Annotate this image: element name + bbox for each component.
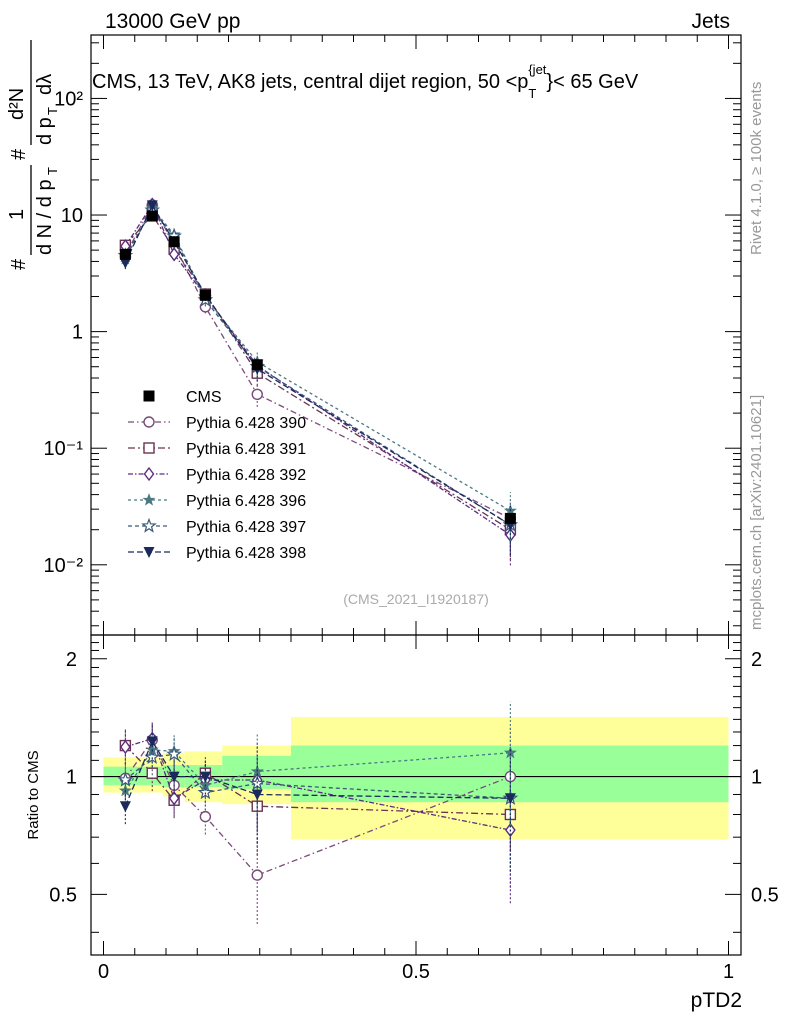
y-label-dpt-sub: T xyxy=(45,107,60,115)
y-label-dn-dpt-sub: T xyxy=(45,167,60,175)
point-pythia-6-428-392 xyxy=(168,247,180,262)
series-line-pythia-6-428-398 xyxy=(124,204,511,526)
ratio-y-tick-label-right: 1 xyxy=(751,767,762,789)
legend-label-pythia-6-428-391: Pythia 6.428 391 xyxy=(186,441,306,458)
ratio-point-pythia-6-428-397 xyxy=(166,746,182,762)
ratio-y-tick-label: 0.5 xyxy=(49,884,77,906)
ratio-line-pythia-6-428-398 xyxy=(124,739,511,807)
legend-label-pythia-6-428-390: Pythia 6.428 390 xyxy=(186,415,306,432)
ratio-point-pythia-6-428-392 xyxy=(120,739,131,755)
legend-marker-pythia-6-428-390 xyxy=(143,416,155,428)
legend-label-pythia-6-428-392: Pythia 6.428 392 xyxy=(186,467,306,484)
chart-title-text: CMS, 13 TeV, AK8 jets, central dijet reg… xyxy=(92,62,639,101)
y-label-dn-dpt: d N / d p xyxy=(34,179,56,255)
ratio-point-pythia-6-428-390 xyxy=(199,810,212,823)
y-label-dpt-dlambda: d p xyxy=(34,117,56,145)
point-pythia-6-428-390 xyxy=(251,388,263,400)
point-pythia-6-428-398 xyxy=(146,200,158,212)
side-text-bottom: mcplots.cern.ch [arXiv:2401.10621] xyxy=(748,395,765,630)
ratio-point-pythia-6-428-398 xyxy=(199,771,211,783)
series-line-pythia-6-428-390 xyxy=(124,203,511,519)
point-pythia-6-428-398 xyxy=(119,257,131,269)
series-line-pythia-6-428-392 xyxy=(124,203,511,536)
legend-marker-pythia-6-428-398 xyxy=(143,547,155,558)
cms-point xyxy=(119,248,131,260)
side-text-top: Rivet 4.1.0, ≥ 100k events xyxy=(748,82,765,255)
axes: 0 0.5 1 10⁻² 10⁻¹ 1 10 10² 0.5 0.5 1 1 2 2 xyxy=(44,34,779,983)
ratio-line-pythia-6-428-397 xyxy=(124,753,511,799)
y-tick-label: 1 xyxy=(72,322,83,344)
ratio-point-pythia-6-428-397 xyxy=(144,749,161,765)
chart-title: CMS, 13 TeV, AK8 jets, central dijet reg… xyxy=(92,62,639,101)
y-tick-label: 10⁻² xyxy=(44,555,84,577)
x-tick-label: 0 xyxy=(98,961,109,983)
legend-marker-pythia-6-428-397 xyxy=(141,517,157,533)
ratio-y-tick-label-right: 2 xyxy=(751,649,762,671)
cms-point xyxy=(251,359,263,371)
legend-marker-pythia-6-428-391 xyxy=(143,442,155,454)
ratio-y-axis-label: Ratio to CMS xyxy=(25,750,42,839)
cms-point xyxy=(146,210,158,222)
ratio-point-pythia-6-428-398 xyxy=(504,793,516,805)
y-label-dlambda: dλ xyxy=(34,74,56,95)
series-line-pythia-6-428-391 xyxy=(124,213,511,531)
legend: CMS Pythia 6.428 390 Pythia 6.428 391 Pythi… xyxy=(128,389,306,562)
y-label-d2n: d²N xyxy=(6,88,28,120)
x-tick-label: 0.5 xyxy=(402,961,430,983)
ratio-point-pythia-6-428-392 xyxy=(168,791,180,806)
analysis-label: (CMS_2021_I1920187) xyxy=(343,591,489,607)
header-left: 13000 GeV pp xyxy=(105,10,240,33)
ratio-point-pythia-6-428-391 xyxy=(146,767,158,779)
ratio-point-pythia-6-428-398 xyxy=(251,789,263,801)
main-panel-series xyxy=(117,197,519,566)
ratio-point-pythia-6-428-398 xyxy=(146,736,158,748)
cms-point xyxy=(504,512,516,524)
y-label-hash-mid: # xyxy=(8,148,30,160)
legend-marker-pythia-6-428-392 xyxy=(143,466,155,482)
cms-point xyxy=(199,289,211,301)
ratio-point-pythia-6-428-398 xyxy=(168,771,180,783)
legend-label-pythia-6-428-397: Pythia 6.428 397 xyxy=(186,519,306,536)
series-line-pythia-6-428-397 xyxy=(124,209,511,526)
legend-label-pythia-6-428-398: Pythia 6.428 398 xyxy=(186,545,306,562)
y-tick-label: 10 xyxy=(61,205,83,227)
ratio-line-pythia-6-428-396 xyxy=(124,749,511,792)
legend-label-pythia-6-428-396: Pythia 6.428 396 xyxy=(186,493,306,510)
ratio-y-tick-label: 1 xyxy=(66,767,77,789)
header-right: Jets xyxy=(691,10,730,33)
x-tick-label: 1 xyxy=(723,961,734,983)
ratio-y-tick-label: 2 xyxy=(66,649,77,671)
ratio-point-pythia-6-428-390 xyxy=(251,869,263,881)
y-label-one: 1 xyxy=(6,209,28,220)
ratio-point-pythia-6-428-397 xyxy=(117,771,134,787)
ratio-line-pythia-6-428-392 xyxy=(125,737,511,831)
ratio-uncertainty-bands xyxy=(103,716,729,840)
y-label-hash-left: # xyxy=(8,258,30,270)
x-axis-label: pTD2 xyxy=(691,989,742,1012)
y-tick-label: 10² xyxy=(54,88,83,110)
y-tick-label: 10⁻¹ xyxy=(44,438,84,460)
legend-marker-pythia-6-428-396 xyxy=(142,493,156,506)
legend-label-cms: CMS xyxy=(186,389,222,406)
legend-marker-cms xyxy=(143,390,155,402)
ratio-panel-series xyxy=(117,701,519,925)
ratio-point-pythia-6-428-397 xyxy=(197,784,214,800)
cms-point xyxy=(168,236,180,248)
ratio-point-pythia-6-428-398 xyxy=(119,801,131,813)
ratio-y-tick-label-right: 0.5 xyxy=(751,884,779,906)
main-y-axis-label: # 1 d N / d p T # d²N d p T dλ xyxy=(6,40,60,270)
